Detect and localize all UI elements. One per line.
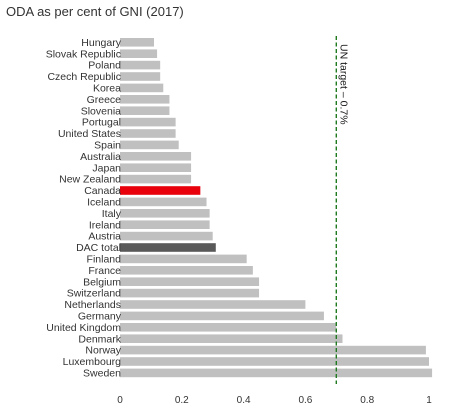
bar-japan	[120, 163, 192, 172]
bar-slovenia	[120, 106, 170, 115]
category-label-portugal: Portugal	[82, 117, 121, 129]
bar-france	[120, 266, 253, 275]
bar-slovak-republic	[120, 49, 158, 58]
category-label-norway: Norway	[85, 345, 121, 357]
category-label-iceland: Iceland	[87, 197, 121, 209]
x-tick-label: 0	[117, 395, 123, 406]
bar-dac-total	[120, 243, 216, 252]
category-label-japan: Japan	[92, 162, 121, 174]
chart-title: ODA as per cent of GNI (2017)	[6, 4, 184, 19]
category-label-hungary: Hungary	[81, 37, 121, 49]
category-label-netherlands: Netherlands	[64, 299, 121, 311]
category-label-greece: Greece	[87, 94, 122, 106]
x-tick-label: 0.4	[237, 395, 251, 406]
bar-luxembourg	[120, 357, 429, 366]
bar-sweden	[120, 368, 433, 378]
bar-austria	[120, 231, 213, 241]
category-label-switzerland: Switzerland	[67, 288, 121, 300]
category-label-new-zealand: New Zealand	[59, 174, 121, 186]
category-label-denmark: Denmark	[78, 333, 121, 345]
category-label-finland: Finland	[87, 254, 122, 266]
bar-finland	[120, 254, 247, 264]
category-label-poland: Poland	[88, 60, 121, 72]
bar-switzerland	[120, 288, 260, 298]
bar-germany	[120, 311, 324, 321]
category-label-ireland: Ireland	[89, 219, 121, 231]
category-label-germany: Germany	[78, 311, 122, 323]
bar-netherlands	[120, 300, 306, 309]
bar-spain	[120, 140, 179, 150]
x-tick-label: 0.2	[175, 395, 189, 406]
bar-korea	[120, 83, 164, 93]
x-tick-label: 1	[426, 395, 432, 406]
category-label-dac-total: DAC total	[76, 242, 121, 254]
category-label-united-states: United States	[58, 128, 121, 140]
un-target-label: UN target – 0.7%	[337, 44, 349, 125]
category-label-united-kingdom: United Kingdom	[46, 322, 121, 334]
bar-hungary	[120, 38, 154, 47]
category-label-canada: Canada	[84, 185, 121, 197]
bar-canada	[120, 186, 201, 195]
bar-portugal	[120, 117, 176, 127]
category-label-australia: Australia	[80, 151, 121, 163]
bar-new-zealand	[120, 174, 192, 184]
category-label-slovenia: Slovenia	[81, 105, 121, 117]
category-label-austria: Austria	[88, 231, 121, 243]
category-label-czech-republic: Czech Republic	[47, 71, 121, 83]
bar-belgium	[120, 277, 260, 286]
bar-united-kingdom	[120, 323, 337, 332]
category-label-luxembourg: Luxembourg	[63, 356, 122, 368]
x-tick-label: 0.6	[298, 395, 312, 406]
bar-czech-republic	[120, 72, 161, 81]
bar-ireland	[120, 220, 210, 229]
bar-united-states	[120, 129, 176, 138]
category-label-france: France	[88, 265, 121, 277]
category-label-belgium: Belgium	[83, 276, 121, 288]
category-label-slovak-republic: Slovak Republic	[46, 48, 121, 60]
bar-poland	[120, 60, 161, 70]
bar-iceland	[120, 197, 207, 207]
category-label-spain: Spain	[94, 140, 121, 152]
bar-greece	[120, 95, 170, 104]
bar-norway	[120, 345, 426, 355]
bar-italy	[120, 209, 210, 218]
bar-denmark	[120, 334, 343, 343]
x-tick-label: 0.8	[360, 395, 374, 406]
category-label-sweden: Sweden	[83, 368, 121, 380]
category-label-italy: Italy	[102, 208, 122, 220]
bar-australia	[120, 152, 192, 161]
category-label-korea: Korea	[93, 83, 121, 95]
